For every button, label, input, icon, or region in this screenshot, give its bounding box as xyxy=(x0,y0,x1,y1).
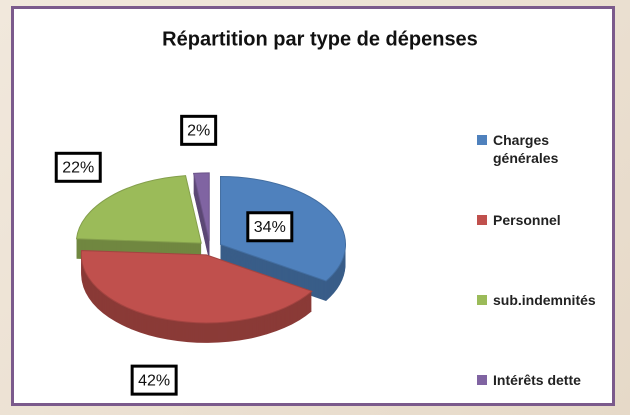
data-label-box xyxy=(130,364,178,396)
data-label: 34% xyxy=(254,219,286,236)
pie-slice xyxy=(80,250,313,324)
legend-label: Charges générales xyxy=(493,132,559,166)
legend-swatch xyxy=(477,295,487,305)
legend-label: Intérêts dette xyxy=(493,372,581,388)
chart-title: Répartition par type de dépenses xyxy=(162,28,478,50)
legend-label: sub.indemnités xyxy=(493,292,596,308)
data-label-box xyxy=(180,114,218,146)
legend-label: Personnel xyxy=(493,212,561,228)
legend-swatch xyxy=(477,215,487,225)
pie-slice xyxy=(192,172,210,241)
pie-slice xyxy=(75,175,202,244)
data-label: 42% xyxy=(138,372,170,389)
data-label: 2% xyxy=(187,123,210,140)
data-label-box xyxy=(246,211,294,243)
legend-swatch xyxy=(477,375,487,385)
legend-swatch xyxy=(477,135,487,145)
data-label-box xyxy=(54,151,102,183)
data-label: 22% xyxy=(62,160,94,177)
